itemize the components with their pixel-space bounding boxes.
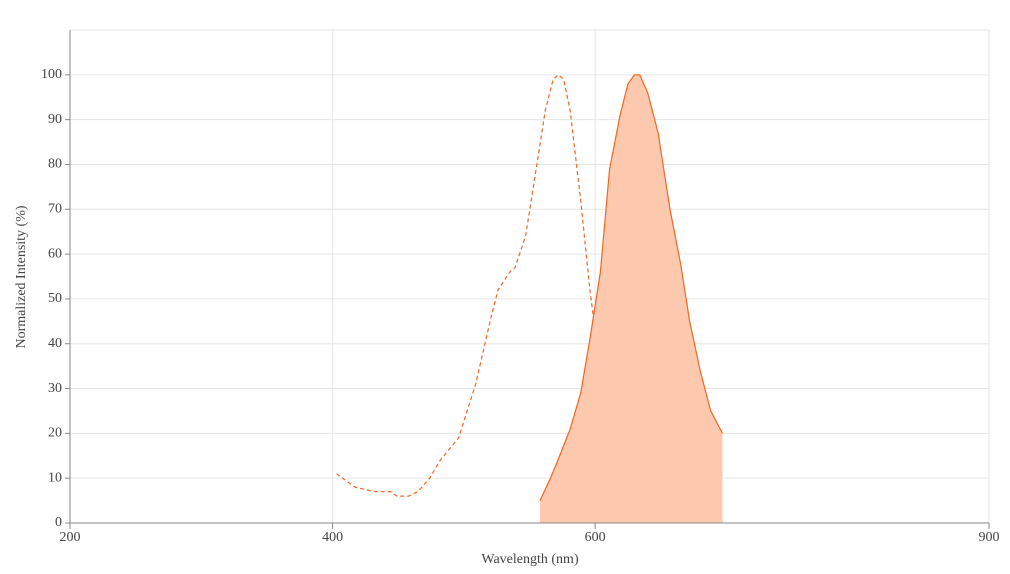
y-tick-label: 0 (55, 515, 62, 530)
x-tick-label: 200 (60, 530, 81, 545)
y-tick-label: 30 (48, 381, 62, 396)
y-tick-label: 10 (48, 470, 62, 485)
y-tick-label: 60 (48, 246, 62, 261)
y-tick-label: 70 (48, 201, 62, 216)
y-tick-label: 50 (48, 291, 62, 306)
y-tick-label: 80 (48, 157, 62, 172)
x-tick-label: 400 (322, 530, 343, 545)
series-line (539, 74, 724, 501)
y-tick-label: 100 (41, 67, 62, 82)
area-fill (540, 74, 723, 524)
series-line (336, 74, 646, 515)
y-axis-label: Normalized Intensity (%) (14, 205, 29, 348)
y-tick-label: 90 (48, 112, 62, 127)
x-tick-label: 900 (979, 530, 1000, 545)
y-tick-label: 20 (48, 426, 62, 441)
y-tick-label: 40 (48, 336, 62, 351)
x-tick-label: 600 (585, 530, 606, 545)
x-axis-label: Wavelength (nm) (481, 552, 579, 567)
